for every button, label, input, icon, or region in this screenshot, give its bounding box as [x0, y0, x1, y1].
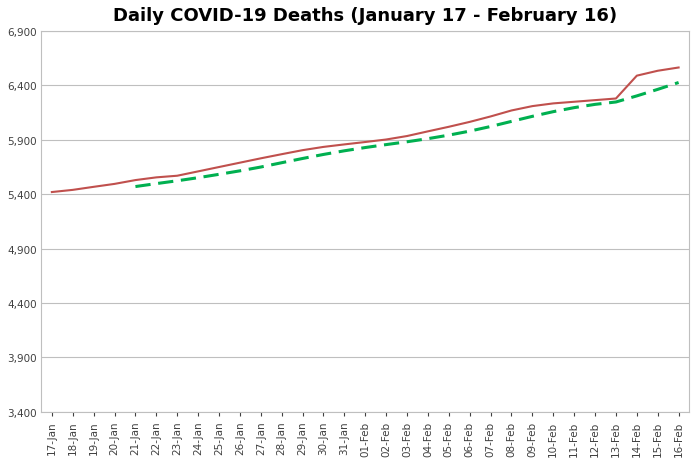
Title: Daily COVID-19 Deaths (January 17 - February 16): Daily COVID-19 Deaths (January 17 - Febr…	[113, 7, 617, 25]
